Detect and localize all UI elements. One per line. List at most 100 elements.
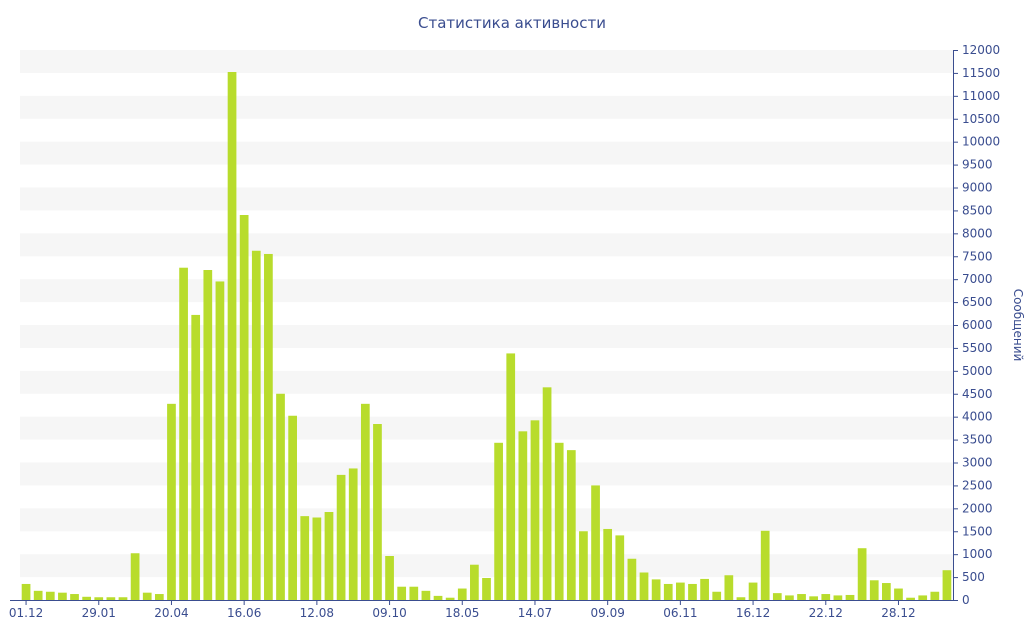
bar	[530, 420, 540, 600]
bar	[554, 442, 564, 600]
grid-band	[20, 233, 953, 257]
grid-band	[20, 508, 953, 532]
bar	[724, 575, 734, 600]
y-tick-label: 0	[962, 593, 970, 607]
x-tick-label: 09.09	[590, 606, 624, 620]
bar	[603, 528, 613, 600]
x-tick-label: 29.01	[82, 606, 116, 620]
grid-bands	[20, 50, 953, 578]
x-tick-label: 18.05	[445, 606, 479, 620]
y-axis-label: Сообщений	[1011, 289, 1024, 362]
bar	[373, 424, 382, 600]
bar	[264, 253, 273, 600]
bar	[421, 590, 431, 600]
y-tick-label: 8000	[962, 226, 993, 240]
bar	[894, 588, 903, 600]
bar	[882, 583, 891, 600]
y-tick-label: 4500	[962, 387, 993, 401]
y-tick-label: 6500	[962, 295, 993, 309]
y-tick-label: 10500	[962, 112, 1000, 126]
bar	[191, 314, 201, 600]
bar	[518, 431, 528, 600]
y-tick-label: 10000	[962, 135, 1000, 149]
bar	[312, 517, 322, 600]
bar	[857, 548, 867, 600]
bar	[639, 572, 649, 600]
bar	[845, 594, 855, 600]
bar	[118, 597, 128, 600]
bar	[348, 468, 358, 600]
grid-band	[20, 279, 953, 303]
grid-band	[20, 325, 953, 348]
y-tick-label: 3000	[962, 456, 993, 470]
bar	[360, 403, 370, 600]
y-tick-label: 11500	[962, 66, 1000, 80]
y-tick-label: 4000	[962, 410, 993, 424]
bar	[324, 512, 334, 600]
bar	[470, 564, 479, 600]
grid-band	[20, 416, 953, 440]
x-tick-label: 14.07	[518, 606, 552, 620]
grid-band	[20, 95, 953, 119]
y-tick-label: 7500	[962, 249, 993, 263]
bar	[700, 578, 709, 600]
bar	[797, 594, 806, 600]
axes: 0 500 1000 1500 2000 2500 3000 3500 4000 4500 5000…	[9, 43, 1000, 620]
bar	[930, 591, 940, 600]
x-tick-label: 06.11	[663, 606, 697, 620]
grid-band	[20, 462, 953, 486]
grid-band	[20, 370, 953, 394]
bar	[142, 592, 152, 600]
bar	[179, 267, 188, 600]
y-tick-label: 5500	[962, 341, 993, 355]
x-tick-label: 22.12	[809, 606, 843, 620]
bar	[433, 595, 443, 601]
bar	[276, 393, 285, 600]
bar	[94, 597, 104, 600]
bar	[445, 597, 455, 600]
bar	[227, 72, 237, 600]
bar	[663, 583, 673, 600]
grid-band	[20, 554, 953, 578]
bar	[21, 583, 31, 600]
bar	[239, 215, 249, 600]
bar	[869, 580, 879, 600]
y-tick-label: 1500	[962, 524, 993, 538]
bar	[300, 516, 310, 601]
y-tick-label: 11000	[962, 89, 1000, 103]
grid-band	[20, 141, 953, 165]
bar	[457, 588, 467, 600]
x-tick-label: 28.12	[881, 606, 915, 620]
y-tick-label: 5000	[962, 364, 993, 378]
y-tick-label: 8500	[962, 203, 993, 217]
y-tick-label: 500	[962, 570, 985, 584]
bar	[906, 597, 915, 600]
bar	[651, 579, 661, 601]
bars	[21, 72, 952, 601]
x-tick-label: 01.12	[9, 606, 43, 620]
bar	[203, 270, 213, 600]
bar	[676, 582, 685, 600]
y-tick-label: 6000	[962, 318, 993, 332]
bar	[288, 415, 297, 600]
bar	[167, 403, 176, 600]
bar	[579, 531, 588, 600]
bar	[809, 596, 819, 600]
bar	[627, 558, 637, 600]
bar	[385, 556, 394, 600]
bar	[215, 281, 225, 600]
bar	[154, 594, 164, 600]
bar	[494, 442, 503, 600]
grid-band	[20, 50, 953, 73]
bar	[760, 530, 770, 600]
bar	[591, 485, 600, 600]
bar	[106, 597, 116, 600]
grid-band	[20, 187, 953, 211]
x-tick-label: 20.04	[154, 606, 188, 620]
bar	[833, 595, 843, 600]
bar	[918, 595, 928, 600]
bar	[482, 578, 491, 600]
bar	[566, 450, 576, 601]
